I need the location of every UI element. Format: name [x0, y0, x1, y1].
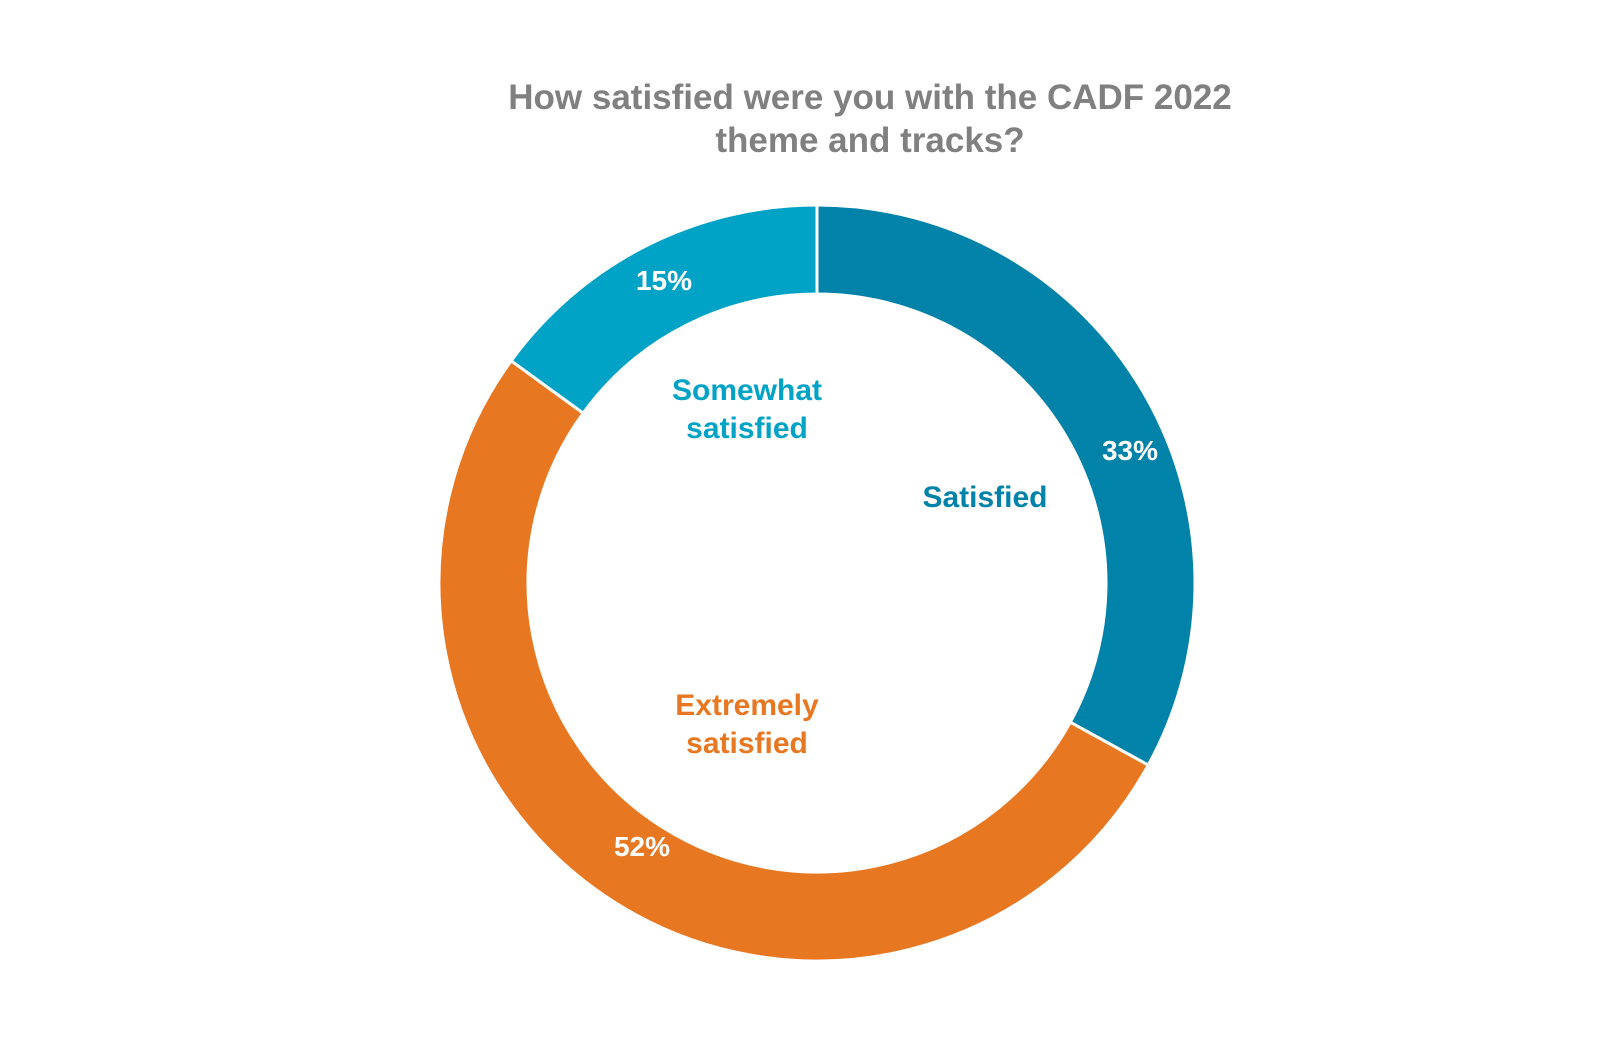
chart-title: How satisfied were you with the CADF 202… — [370, 76, 1370, 162]
category-label-line: Extremely — [675, 689, 819, 722]
chart-title-line-2: theme and tracks? — [715, 121, 1025, 160]
data-label-somewhat-satisfied: 15% — [636, 265, 692, 296]
data-label-extremely-satisfied: 52% — [614, 831, 670, 862]
donut-slice-somewhat-satisfied — [509, 203, 819, 416]
chart-title-line-1: How satisfied were you with the CADF 202… — [508, 78, 1232, 117]
category-label-line: Satisfied — [922, 481, 1047, 514]
category-label-line: satisfied — [686, 727, 808, 760]
category-label-extremely-satisfied: Extremely satisfied — [675, 689, 819, 760]
category-label-line: satisfied — [686, 412, 808, 445]
category-label-line: Somewhat — [672, 374, 822, 407]
category-label-satisfied: Satisfied — [922, 481, 1047, 514]
donut-slice-extremely-satisfied — [437, 358, 1151, 963]
category-label-somewhat-satisfied: Somewhat satisfied — [672, 374, 822, 445]
data-label-satisfied: 33% — [1102, 435, 1158, 466]
donut-slice-satisfied — [815, 203, 1197, 768]
